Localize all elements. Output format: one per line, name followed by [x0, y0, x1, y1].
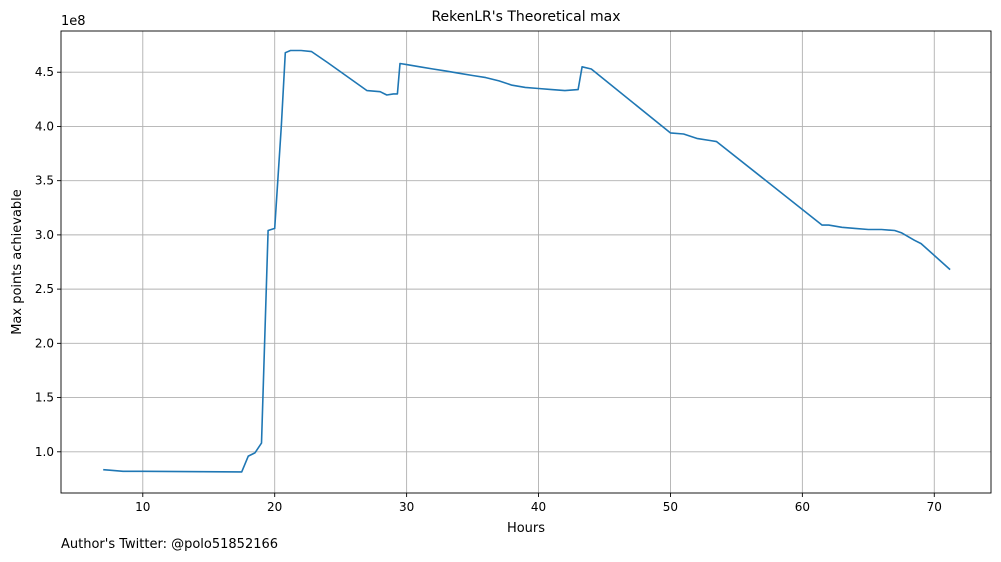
x-tick-label: 70	[927, 500, 942, 514]
tick-labels: 10 20 30 40 50 60 70 1.0 1.5 2.0 2.5 3.0 3.5 4.0 4.5	[35, 65, 942, 514]
series-layer	[103, 49, 951, 473]
y-axis-multiplier: 1e8	[61, 14, 86, 29]
plot-frame	[60, 30, 992, 494]
x-tick-label: 20	[267, 500, 282, 514]
y-tick-label: 1.0	[35, 445, 54, 459]
y-tick-label: 3.5	[35, 174, 54, 188]
y-tick-label: 2.0	[35, 336, 54, 350]
y-tick-label: 1.5	[35, 391, 54, 405]
y-tick-label: 3.0	[35, 228, 54, 242]
x-tick-label: 30	[399, 500, 414, 514]
tick-marks	[57, 71, 935, 497]
y-tick-label: 4.5	[35, 65, 54, 79]
x-axis-label: Hours	[507, 521, 545, 536]
grid-lines	[61, 31, 991, 493]
author-twitter-note: Author's Twitter: @polo51852166	[61, 537, 279, 552]
y-tick-label: 4.0	[35, 119, 54, 133]
y-tick-label: 2.5	[35, 282, 54, 296]
x-tick-label: 40	[531, 500, 546, 514]
series-line	[103, 49, 951, 473]
x-tick-label: 50	[663, 500, 678, 514]
x-tick-label: 60	[795, 500, 810, 514]
y-axis-label: Max points achievable	[10, 189, 25, 335]
x-tick-label: 10	[135, 500, 150, 514]
chart-title: RekenLR's Theoretical max	[431, 9, 620, 25]
